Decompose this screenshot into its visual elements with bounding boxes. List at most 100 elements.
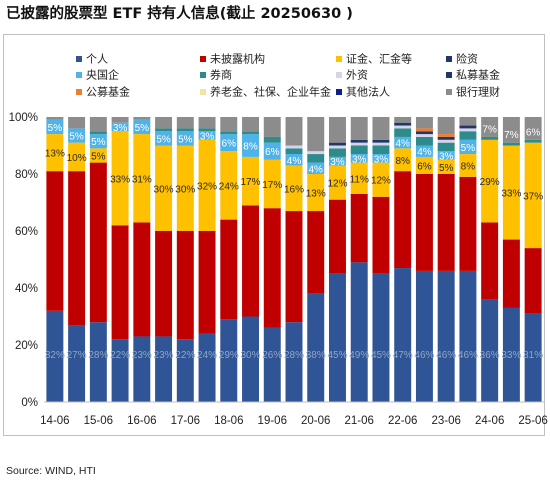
- data-label: 7%: [482, 124, 497, 135]
- bar-segment: [307, 162, 325, 174]
- bar-segment: [155, 336, 173, 402]
- bar-segment: [415, 156, 433, 174]
- bar-segment: [285, 117, 303, 146]
- bar-segment: [329, 145, 346, 149]
- bar-segment: [242, 117, 259, 132]
- bar-segment: [242, 134, 259, 157]
- data-label: 6%: [222, 139, 237, 150]
- bar-segment: [176, 145, 194, 231]
- bar-segment: [89, 131, 107, 135]
- legend-label: 私募基金: [456, 68, 500, 82]
- bar-segment: [155, 128, 173, 132]
- bar-segment: [263, 327, 281, 402]
- bar-segment: [481, 136, 499, 140]
- data-label: 46%: [414, 350, 434, 361]
- bar-segment: [394, 125, 412, 129]
- data-label: 46%: [436, 350, 456, 361]
- bar-segment: [502, 117, 520, 143]
- bar-segment: [176, 128, 194, 132]
- legend-swatch: [200, 72, 206, 78]
- bar-segment: [285, 211, 303, 323]
- bar-segment: [155, 231, 173, 337]
- bar-segment: [329, 117, 346, 143]
- data-label: 23%: [132, 350, 152, 361]
- bar-segment: [198, 333, 216, 402]
- bar-segment: [307, 154, 325, 163]
- data-label: 33%: [501, 350, 521, 361]
- bar-segment: [176, 339, 194, 402]
- bar-segment: [89, 162, 107, 323]
- x-tick-label: 19-06: [258, 415, 287, 427]
- bar-segment: [372, 142, 390, 146]
- bar-segment: [481, 222, 499, 300]
- data-label: 38%: [306, 350, 326, 361]
- data-label: 28%: [88, 350, 108, 361]
- bar-segment: [133, 117, 151, 120]
- bar-segment: [198, 231, 216, 334]
- bar-segment: [155, 131, 173, 146]
- data-label: 24%: [219, 181, 239, 192]
- bar-segment: [415, 145, 433, 157]
- data-label: 3%: [352, 154, 367, 165]
- bar-segment: [459, 270, 477, 402]
- data-label: 30%: [241, 350, 261, 361]
- bar-segment: [415, 136, 433, 146]
- data-label: 17%: [262, 180, 282, 191]
- bar-segment: [459, 128, 477, 132]
- bar-segment: [307, 151, 325, 155]
- data-label: 30%: [175, 184, 195, 195]
- data-label: 4%: [417, 147, 432, 158]
- bar-segment: [502, 239, 520, 308]
- bar-segment: [111, 225, 129, 340]
- data-label: 11%: [350, 174, 369, 185]
- y-tick-label: 80%: [15, 169, 38, 181]
- data-label: 5%: [91, 151, 106, 162]
- data-label: 8%: [395, 156, 410, 167]
- data-label: 12%: [327, 179, 347, 190]
- bar-segment: [133, 119, 151, 135]
- bar-segment: [459, 125, 477, 129]
- bar-segment: [176, 231, 194, 340]
- bar-segment: [350, 139, 368, 143]
- bar-segment: [220, 117, 238, 132]
- bar-segment: [329, 273, 346, 402]
- data-label: 5%: [439, 163, 454, 174]
- bar-segment: [46, 310, 64, 402]
- y-tick-label: 20%: [15, 340, 38, 352]
- legend-swatch: [336, 72, 342, 78]
- bar-segment: [415, 174, 433, 271]
- data-label: 6%: [526, 127, 541, 138]
- data-label: 33%: [501, 189, 521, 200]
- y-tick-label: 40%: [15, 283, 38, 295]
- bar-segment: [481, 139, 499, 223]
- y-tick-label: 100%: [9, 112, 38, 124]
- legend-label: 央国企: [86, 68, 119, 82]
- bar-segment: [46, 119, 64, 135]
- bar-segment: [394, 148, 412, 172]
- data-label: 8%: [243, 142, 258, 153]
- bar-segment: [372, 154, 390, 163]
- data-label: 7%: [504, 130, 519, 141]
- data-label: 5%: [135, 123, 150, 134]
- bar-segment: [372, 117, 390, 140]
- data-label: 27%: [67, 350, 87, 361]
- data-label: 28%: [284, 350, 304, 361]
- bar-segment: [415, 131, 433, 135]
- legend-swatch: [446, 72, 452, 78]
- data-label: 32%: [45, 350, 65, 361]
- bar-segment: [242, 205, 259, 317]
- bar-segment: [437, 159, 455, 174]
- data-label: 31%: [132, 174, 152, 185]
- x-tick-label: 15-06: [84, 415, 113, 427]
- legend-label: 公募基金: [86, 85, 130, 99]
- bar-segment: [437, 174, 455, 271]
- bar-segment: [220, 219, 238, 320]
- data-label: 29%: [480, 177, 500, 188]
- bar-segment: [524, 117, 542, 140]
- legend-swatch: [336, 89, 342, 95]
- bar-segment: [372, 196, 390, 274]
- x-tick-label: 14-06: [40, 415, 69, 427]
- bar-segment: [394, 268, 412, 402]
- bar-segment: [329, 165, 346, 200]
- legend-label: 证金、汇金等: [346, 52, 412, 66]
